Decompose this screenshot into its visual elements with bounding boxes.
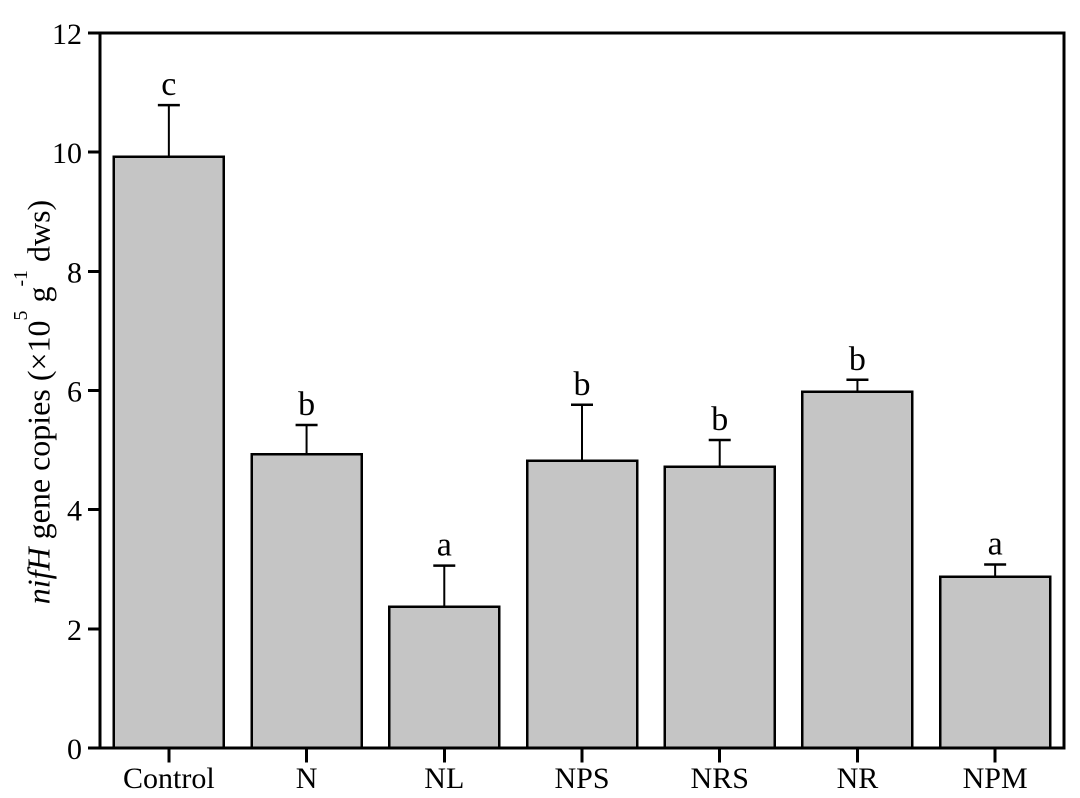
bar-n	[250, 453, 363, 750]
bar-nps	[525, 459, 639, 750]
x-tick-label-nr: NR	[837, 762, 879, 795]
y-tick-label-12: 12	[52, 18, 82, 51]
y-axis-title-italic: nifH	[20, 547, 57, 605]
y-axis-title-text-3: dws)	[20, 199, 57, 271]
y-axis-title-text-1: gene copies (×10	[20, 320, 57, 548]
y-tick-label-4: 4	[67, 495, 82, 528]
sig-letter-n: b	[298, 386, 315, 423]
y-tick-label-2: 2	[67, 614, 82, 647]
sig-letter-nl: a	[437, 527, 452, 564]
y-axis-title-text-2: g	[20, 286, 57, 311]
y-tick-label-0: 0	[67, 733, 82, 766]
x-tick-label-nrs: NRS	[691, 762, 749, 795]
sig-letter-nrs: b	[711, 401, 728, 438]
bar-nr	[801, 390, 914, 750]
y-tick-label-10: 10	[52, 137, 82, 170]
y-tick-label-6: 6	[67, 376, 82, 409]
sig-letter-nr: b	[849, 341, 866, 378]
y-axis-title-superscript-1: 5	[10, 310, 33, 321]
bar-nl	[388, 605, 501, 750]
sig-letter-npm: a	[988, 525, 1003, 562]
x-tick-label-npm: NPM	[963, 762, 1028, 795]
x-tick-label-n: N	[296, 762, 318, 795]
bar-nrs	[663, 465, 776, 750]
x-tick-label-nl: NL	[424, 762, 464, 795]
y-tick-label-8: 8	[67, 256, 82, 289]
sig-letter-control: c	[161, 66, 176, 103]
x-tick-label-nps: NPS	[554, 762, 609, 795]
y-axis-title-superscript-2: -1	[10, 270, 33, 287]
bar-npm	[938, 575, 1052, 750]
bar-control	[112, 155, 226, 750]
sig-letter-nps: b	[574, 366, 591, 403]
x-tick-label-control: Control	[123, 762, 215, 795]
y-axis-title: nifH gene copies (×105 g-1 dws)	[8, 102, 57, 702]
